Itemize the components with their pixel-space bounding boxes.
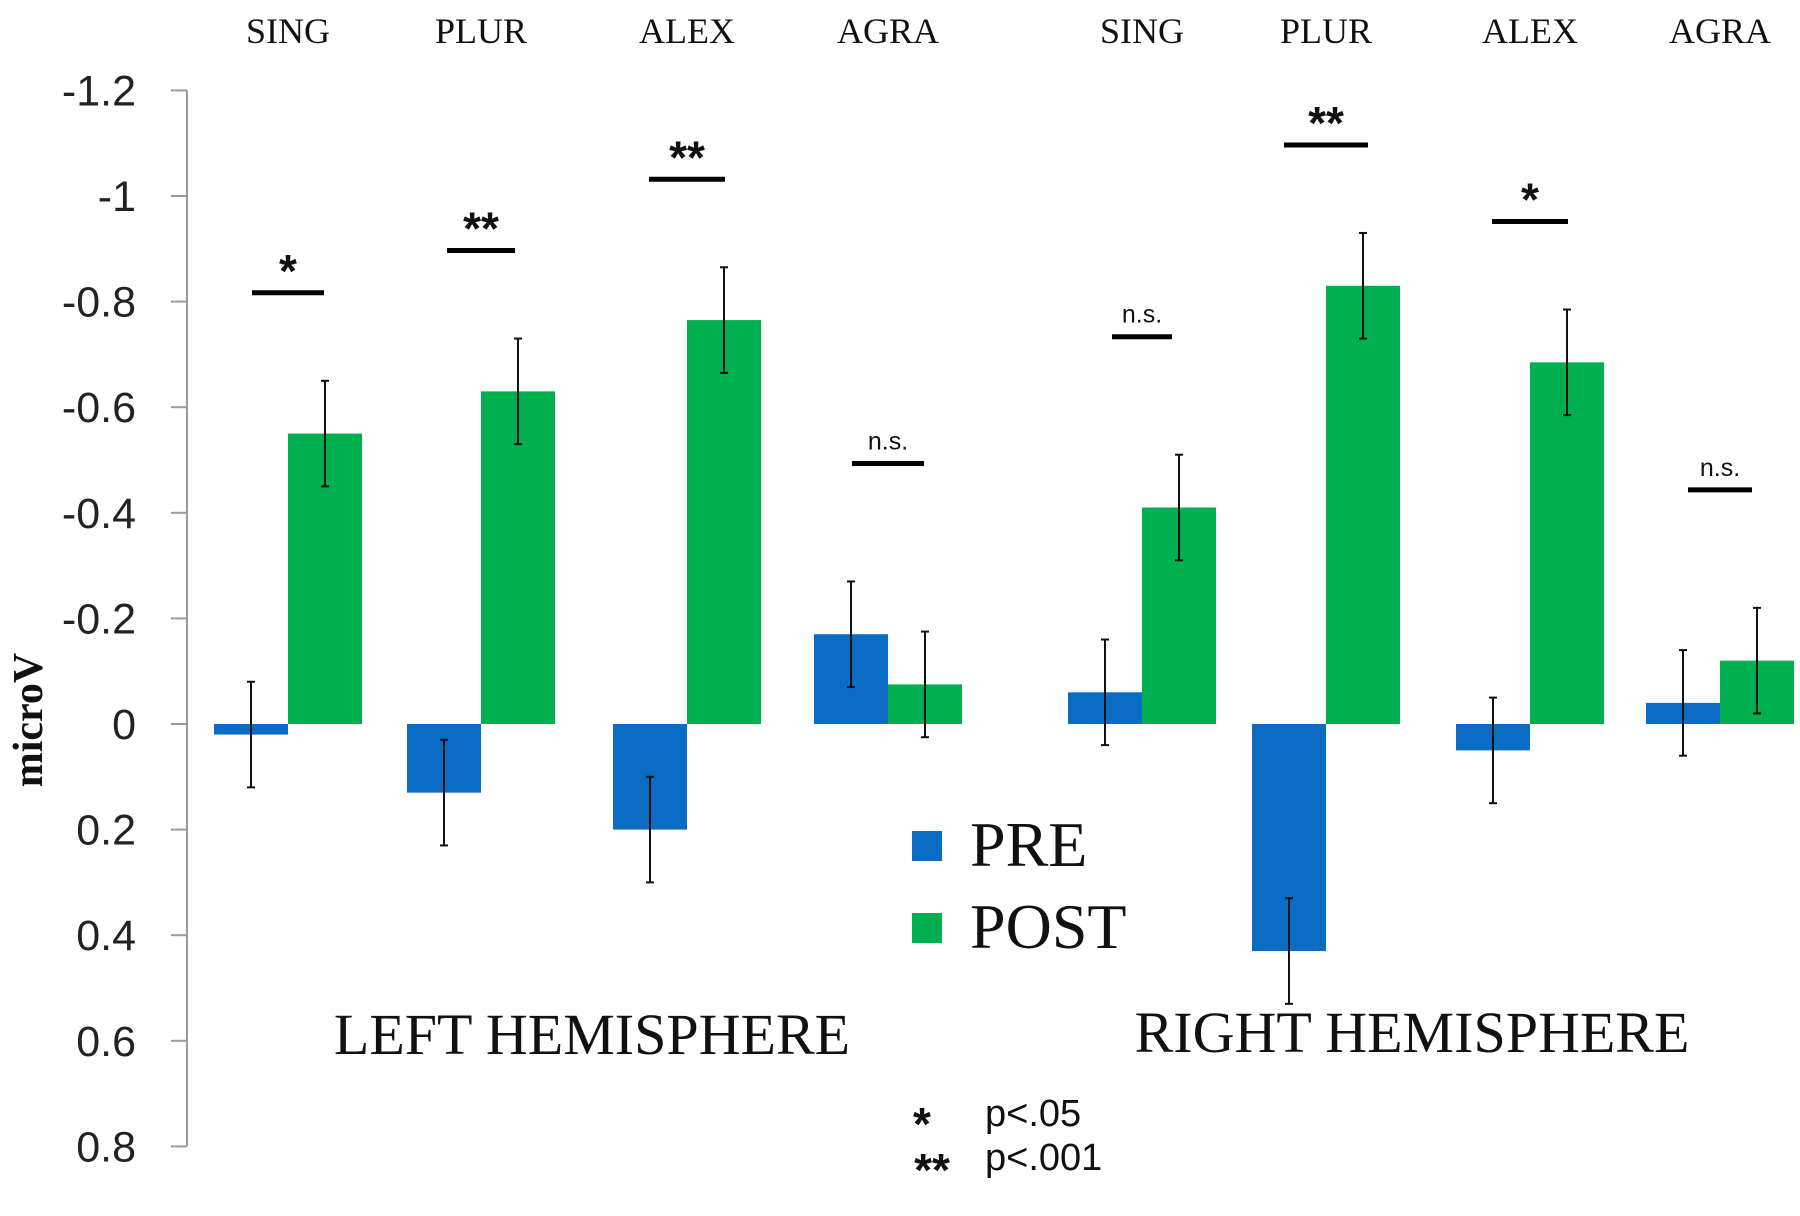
group-label-right: RIGHT HEMISPHERE [1135,1000,1690,1065]
y-tick-label: 0.4 [76,912,136,960]
group-label-left: LEFT HEMISPHERE [334,1002,850,1067]
y-tick-label: 0.8 [76,1123,136,1171]
y-tick-label: -0.4 [62,490,136,538]
category-label: AGRA [837,11,939,51]
category-labels: SING PLUR ALEX AGRA SING PLUR ALEX AGRA [246,11,1771,51]
category-label: AGRA [1669,11,1771,51]
category-label: PLUR [1280,11,1372,51]
legend-swatch-pre [912,831,942,861]
bar-post [1326,285,1400,724]
error-bars [247,231,1761,1005]
legend-label-post: POST [970,891,1127,962]
significance-label: ** [669,131,705,183]
bar-post [687,320,761,724]
y-tick-label: 0.6 [76,1018,136,1066]
category-label: PLUR [435,11,527,51]
significance-label: n.s. [1122,301,1162,329]
y-tick-label: -0.6 [62,384,136,432]
y-axis-title: microV [6,653,52,788]
category-label: ALEX [639,11,735,51]
y-tick-label: 0 [112,701,136,749]
key-mark-1: * [913,1098,931,1150]
significance-label: n.s. [868,427,908,455]
key-text-2: p<.001 [985,1137,1102,1179]
key-text-1: p<.05 [985,1093,1081,1135]
significance-markers: *****n.s.n.s.***n.s. [252,97,1752,493]
y-tick-label: -1.2 [62,67,136,115]
significance-label: ** [1308,97,1344,149]
bar-post [481,391,555,724]
y-tick-label: -0.8 [62,279,136,327]
y-tick-label: 0.2 [76,807,136,855]
category-label: ALEX [1482,11,1578,51]
y-tick-label: -0.2 [62,595,136,643]
category-label: SING [246,11,330,51]
legend: PRE POST [912,809,1127,962]
legend-label-pre: PRE [970,809,1087,880]
bar-post [1530,362,1604,724]
significance-label: * [1521,174,1539,226]
key-mark-2: ** [914,1144,950,1196]
legend-swatch-post [912,913,942,943]
category-label: SING [1100,11,1184,51]
significance-label: n.s. [1700,454,1740,482]
y-axis: -1.2 -1 -0.8 -0.6 -0.4 -0.2 0 0.2 0.4 0.6 0.8 [62,67,188,1171]
significance-key: * p<.05 ** p<.001 [913,1093,1102,1196]
significance-label: ** [463,203,499,255]
significance-label: * [279,245,297,297]
y-tick-label: -1 [98,173,136,221]
